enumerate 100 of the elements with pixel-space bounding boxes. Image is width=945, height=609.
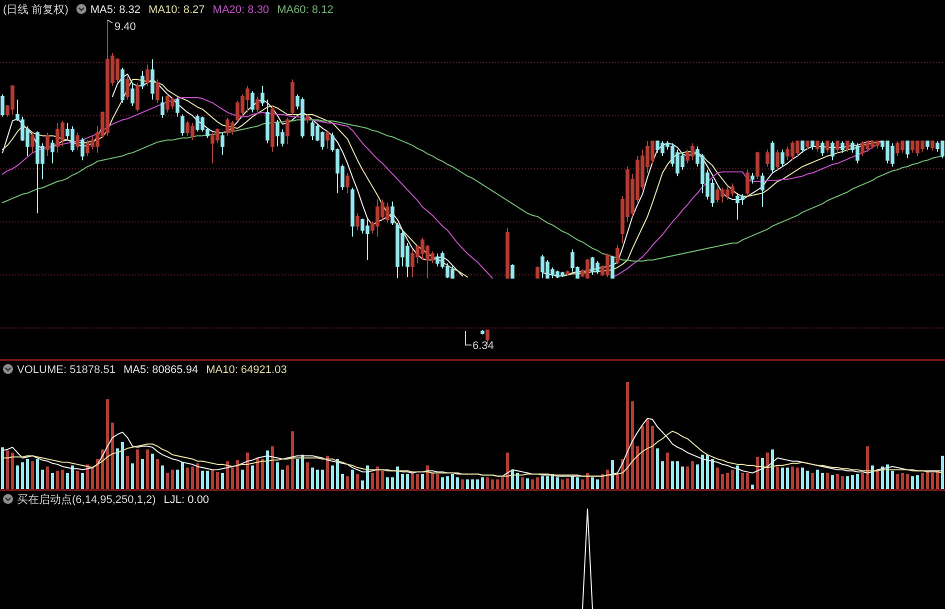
candlestick xyxy=(266,99,270,144)
bar xyxy=(141,459,144,489)
bar xyxy=(266,450,269,489)
bar xyxy=(571,476,574,489)
bar xyxy=(596,479,599,489)
bar xyxy=(371,472,374,489)
bar xyxy=(786,468,789,489)
candlestick xyxy=(286,117,290,145)
bar xyxy=(901,472,904,489)
bar xyxy=(711,459,714,489)
bar xyxy=(121,442,124,489)
bar xyxy=(926,470,929,489)
bar xyxy=(246,452,249,489)
text: MA10: 8.27 xyxy=(148,4,205,16)
bar xyxy=(296,459,299,489)
bar xyxy=(116,448,119,489)
bar xyxy=(61,470,64,489)
bar xyxy=(166,472,169,489)
text: LJL: 0.00 xyxy=(164,494,210,506)
bar xyxy=(406,474,409,489)
candlestick xyxy=(326,131,330,150)
bar xyxy=(936,470,939,489)
bar xyxy=(106,399,109,489)
candlestick xyxy=(160,96,164,118)
bar xyxy=(321,470,324,489)
text: MA20: 8.30 xyxy=(212,4,270,16)
bar xyxy=(756,456,759,489)
bar xyxy=(346,476,349,489)
bar xyxy=(841,476,844,489)
candlestick xyxy=(506,228,510,279)
bar xyxy=(46,466,49,489)
bar xyxy=(11,452,14,489)
bar xyxy=(171,470,174,489)
bar xyxy=(376,466,379,489)
bar xyxy=(216,472,219,489)
bar xyxy=(921,472,924,489)
bar xyxy=(451,474,454,489)
bar xyxy=(131,463,134,489)
candlestick xyxy=(130,82,134,107)
annotation: 9.40 xyxy=(107,20,136,33)
candlestick xyxy=(906,140,910,159)
bar xyxy=(626,382,629,489)
bar xyxy=(461,479,464,489)
bar xyxy=(241,470,244,489)
bar xyxy=(396,466,399,489)
bar xyxy=(496,479,499,489)
candlestick xyxy=(826,140,830,154)
bar xyxy=(211,470,214,489)
candlestick xyxy=(480,330,484,335)
bar xyxy=(866,446,869,489)
bar xyxy=(576,477,579,489)
bar xyxy=(161,465,164,489)
candlestick xyxy=(840,140,844,154)
annotation: 6.34 xyxy=(472,340,494,352)
bar xyxy=(481,477,484,489)
bar xyxy=(81,472,84,489)
bar xyxy=(421,474,424,489)
bar xyxy=(301,454,304,489)
candlestick xyxy=(816,140,820,152)
bar xyxy=(261,459,264,489)
candlestick xyxy=(256,96,260,113)
candlestick xyxy=(760,172,764,208)
candlestick xyxy=(0,94,4,118)
candlestick xyxy=(250,90,254,113)
bar xyxy=(906,474,909,489)
bar xyxy=(236,460,239,489)
bar xyxy=(521,477,524,489)
bar xyxy=(201,470,204,489)
bar xyxy=(341,474,344,489)
bar xyxy=(736,465,739,489)
bar xyxy=(436,474,439,489)
bar xyxy=(726,472,729,489)
text: MA60: 8.12 xyxy=(277,4,334,16)
bar xyxy=(686,466,689,489)
bar xyxy=(911,476,914,489)
bar xyxy=(311,468,314,489)
candlestick xyxy=(30,132,34,154)
bar xyxy=(556,477,559,489)
bar xyxy=(411,472,414,489)
bar xyxy=(526,478,529,489)
bar xyxy=(191,466,194,489)
bar xyxy=(426,465,429,489)
bar xyxy=(641,426,644,489)
bar xyxy=(331,465,334,489)
bar xyxy=(441,477,444,489)
bar xyxy=(941,456,944,489)
bar xyxy=(176,470,179,489)
bar xyxy=(656,448,659,489)
bar xyxy=(816,470,819,489)
bar xyxy=(671,461,674,489)
bar xyxy=(601,474,604,489)
bar xyxy=(651,426,654,489)
bar xyxy=(471,479,474,489)
bar xyxy=(151,454,154,489)
candlestick xyxy=(350,187,354,238)
bar xyxy=(746,472,749,489)
candlestick xyxy=(80,137,84,161)
candlestick xyxy=(510,264,514,279)
bar xyxy=(791,466,794,489)
candlestick xyxy=(750,172,754,184)
